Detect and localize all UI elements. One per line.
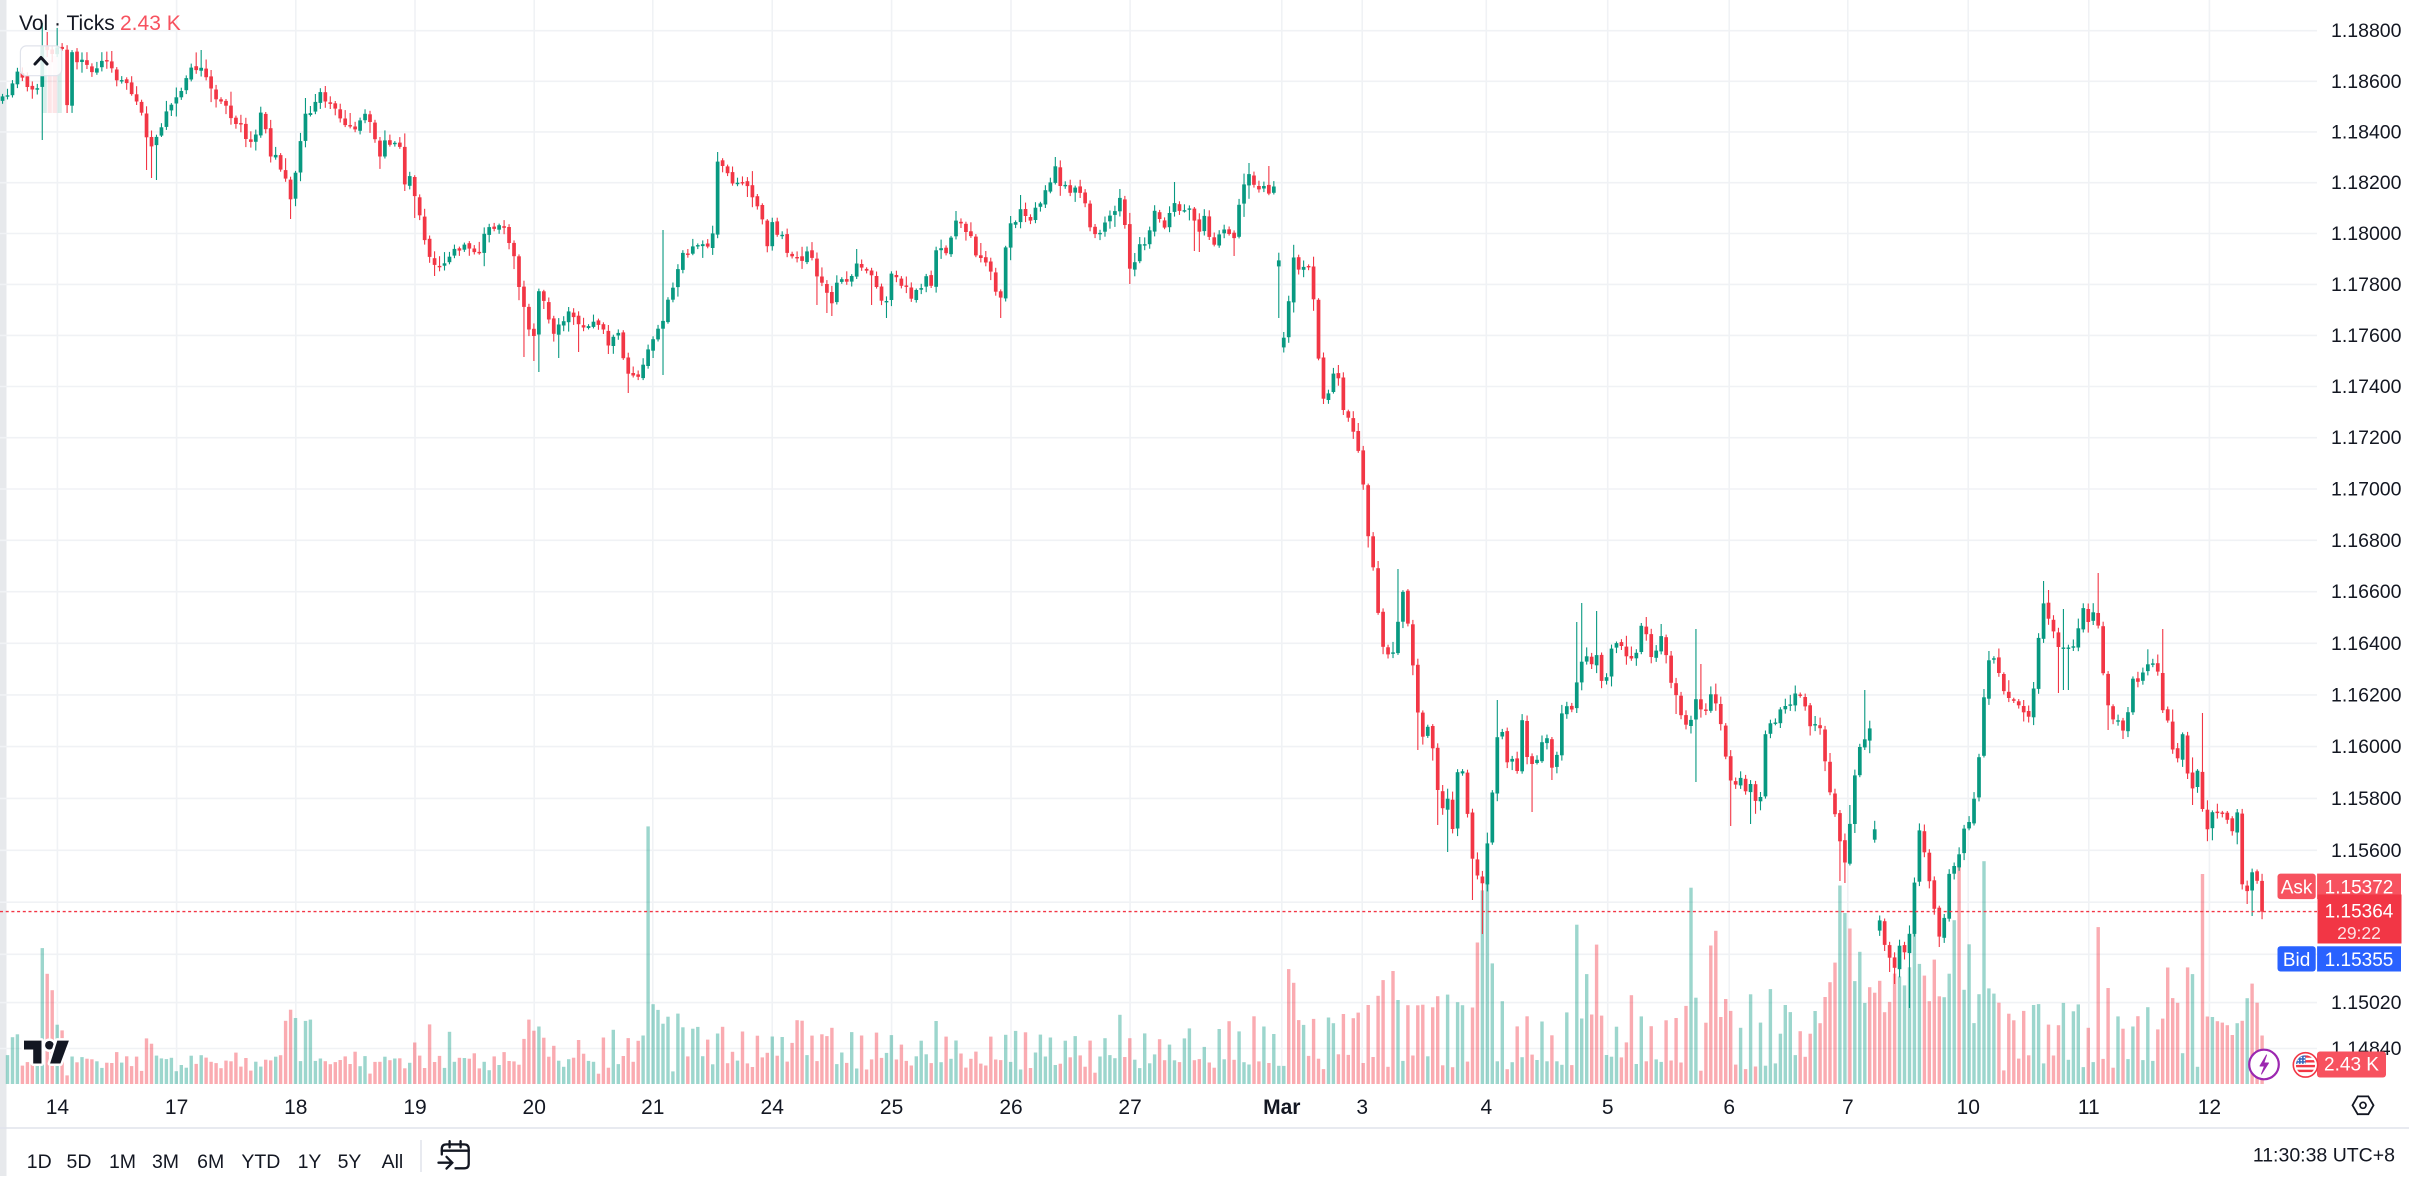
svg-text:2.43 K: 2.43 K [2324,1055,2379,1076]
svg-text:1.16200: 1.16200 [2331,684,2402,706]
svg-text:17: 17 [165,1096,188,1119]
svg-text:1.17600: 1.17600 [2331,325,2402,347]
svg-text:5D: 5D [67,1151,92,1173]
svg-text:1D: 1D [27,1151,52,1173]
svg-text:14: 14 [46,1096,70,1119]
svg-text:5: 5 [1602,1096,1614,1119]
svg-text:All: All [382,1151,404,1173]
svg-text:1.17200: 1.17200 [2331,427,2402,449]
svg-text:11:30:38 UTC+8: 11:30:38 UTC+8 [2253,1145,2395,1167]
svg-text:27: 27 [1118,1096,1141,1119]
svg-text:1.18400: 1.18400 [2331,121,2402,143]
svg-text:11: 11 [2078,1096,2100,1119]
svg-text:Vol · Ticks: Vol · Ticks [19,12,115,35]
svg-text:4: 4 [1480,1096,1492,1119]
svg-text:1M: 1M [109,1151,136,1173]
svg-text:YTD: YTD [241,1151,280,1173]
svg-text:1.16800: 1.16800 [2331,530,2402,552]
svg-text:7: 7 [1842,1096,1854,1119]
svg-text:21: 21 [641,1096,664,1119]
svg-text:1.15800: 1.15800 [2331,788,2402,810]
svg-text:1.17800: 1.17800 [2331,274,2402,296]
svg-text:1.15364: 1.15364 [2325,902,2394,923]
svg-text:18: 18 [284,1096,307,1119]
svg-text:1.16600: 1.16600 [2331,581,2402,603]
svg-text:1.15355: 1.15355 [2325,950,2394,971]
svg-text:26: 26 [999,1096,1022,1119]
svg-text:1.16400: 1.16400 [2331,633,2402,655]
svg-text:1.15020: 1.15020 [2331,992,2402,1014]
svg-text:3: 3 [1356,1096,1368,1119]
svg-text:1.18800: 1.18800 [2331,20,2402,42]
svg-text:10: 10 [1957,1096,1980,1119]
svg-text:1.18600: 1.18600 [2331,71,2402,93]
svg-text:1.15372: 1.15372 [2325,877,2394,898]
svg-text:1.15600: 1.15600 [2331,840,2402,862]
svg-text:2.43 K: 2.43 K [120,12,181,35]
svg-text:Bid: Bid [2283,950,2310,971]
svg-text:1Y: 1Y [298,1151,322,1173]
svg-text:25: 25 [880,1096,903,1119]
svg-text:Ask: Ask [2281,877,2313,898]
svg-text:19: 19 [403,1096,426,1119]
svg-text:Mar: Mar [1263,1096,1300,1119]
svg-text:1.17000: 1.17000 [2331,479,2402,501]
svg-text:12: 12 [2198,1096,2221,1119]
svg-text:1.18000: 1.18000 [2331,223,2402,245]
svg-text:20: 20 [523,1096,546,1119]
svg-text:24: 24 [761,1096,785,1119]
svg-text:29:22: 29:22 [2337,923,2381,943]
svg-text:5Y: 5Y [338,1151,362,1173]
svg-text:6: 6 [1723,1096,1735,1119]
svg-text:1.17400: 1.17400 [2331,376,2402,398]
svg-text:3M: 3M [152,1151,179,1173]
svg-text:1.18200: 1.18200 [2331,172,2402,194]
svg-text:1.16000: 1.16000 [2331,736,2402,758]
svg-text:6M: 6M [197,1151,224,1173]
